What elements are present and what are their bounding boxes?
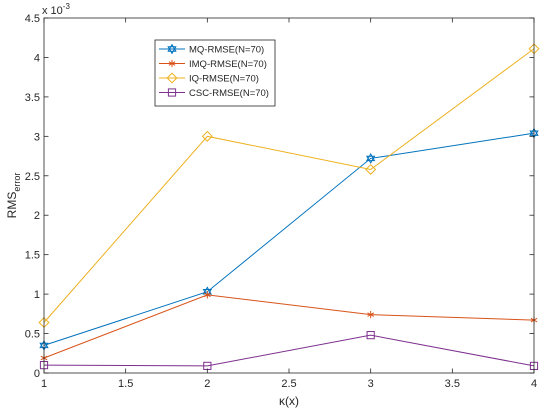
x-tick-label: 1.5 — [118, 378, 133, 390]
legend-label: IMQ-RMSE(N=70) — [189, 59, 267, 70]
axes: 1 1.5 2 2.5 3 3.5 4 0 0.5 1 1.5 2 2.5 3 3.5 4 4.5x 10-3 κ… — [5, 2, 537, 408]
legend-label: MQ-RMSE(N=70) — [189, 45, 264, 56]
series-line-0 — [43, 132, 535, 346]
data-point-3-2 — [366, 331, 375, 340]
y-tick-label: 4 — [34, 52, 40, 64]
legend-entry-2: IQ-RMSE(N=70) — [159, 72, 259, 85]
data-point-2-1 — [201, 130, 213, 142]
y-axis-label-main: RMS — [5, 192, 19, 219]
series-0 — [39, 127, 539, 351]
legend-entry-1: IMQ-RMSE(N=70) — [159, 59, 267, 70]
data-point-1-1 — [203, 291, 211, 299]
legend: MQ-RMSE(N=70) IMQ-RMSE(N=70) IQ-RMSE(N=70)… — [154, 39, 276, 107]
y-tick-label: 2.5 — [25, 171, 40, 183]
legend-label: CSC-RMSE(N=70) — [189, 88, 269, 99]
y-tick-label: 3 — [34, 131, 40, 143]
data-point-1-2 — [367, 311, 375, 319]
series-line-1 — [43, 294, 535, 359]
legend-entry-3: CSC-RMSE(N=70) — [159, 88, 269, 99]
x-tick-label: 3 — [368, 378, 374, 390]
data-point-2-2 — [365, 163, 377, 175]
legend-label: IQ-RMSE(N=70) — [189, 74, 259, 85]
y-tick-label: 0.5 — [25, 329, 40, 341]
y-tick-label: 4.5 — [25, 13, 40, 25]
x-tick-label: 2.5 — [281, 378, 296, 390]
x-tick-label: 4 — [531, 378, 537, 390]
x-tick-label: 1 — [41, 378, 47, 390]
y-axis-label-subscript: error — [12, 173, 22, 192]
y-exponent-power: -3 — [63, 2, 71, 11]
y-axis-label: RMSerror — [5, 173, 22, 219]
y-exponent-label: x 10-3 — [42, 2, 70, 17]
series-line-2 — [43, 48, 535, 323]
series-line-3 — [43, 334, 535, 367]
legend-entry-0: MQ-RMSE(N=70) — [159, 43, 264, 56]
y-tick-label: 1.5 — [25, 250, 40, 262]
x-tick-label: 3.5 — [445, 378, 460, 390]
y-tick-label: 1 — [34, 289, 40, 301]
legend-marker — [167, 43, 177, 55]
legend-marker — [167, 88, 177, 97]
y-tick-label: 3.5 — [25, 92, 40, 104]
x-axis-label: κ(x) — [279, 394, 299, 408]
legend-marker — [166, 72, 178, 84]
plot-area — [44, 18, 534, 373]
legend-marker — [168, 59, 176, 68]
x-tick-label: 2 — [204, 378, 210, 390]
y-tick-label: 2 — [34, 210, 40, 222]
plot-background — [44, 18, 534, 373]
data-point-0-2 — [365, 153, 376, 164]
y-tick-label: 0 — [34, 368, 40, 380]
